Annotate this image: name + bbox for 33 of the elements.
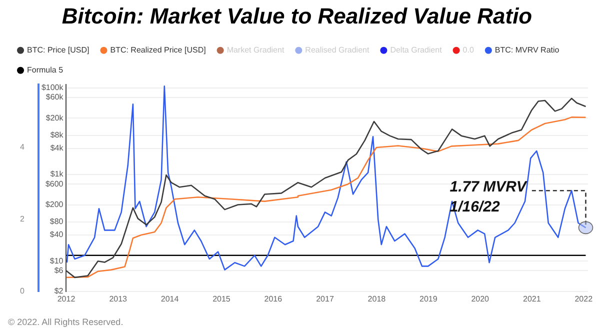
y-tick-label: 0	[20, 286, 25, 296]
legend-label: BTC: Price [USD]	[27, 46, 90, 55]
x-tick-label: 2018	[368, 294, 386, 304]
y2-tick-label: $8k	[50, 130, 64, 140]
y2-tick-label: $80	[50, 217, 64, 226]
legend-label: BTC: Realized Price [USD]	[110, 46, 206, 55]
y2-tick-label: $1k	[50, 170, 64, 179]
y2-tick-label: $600	[45, 179, 64, 188]
y2-tick-label: $60k	[46, 92, 64, 102]
x-tick-label: 2019	[419, 294, 438, 304]
y2-tick-label: $100k	[41, 83, 64, 92]
y2-tick-label: $6	[54, 266, 64, 275]
legend-label: Formula 5	[27, 66, 64, 75]
y2-tick-label: $2	[54, 286, 64, 296]
y2-tick-label: $4k	[50, 144, 64, 153]
y-tick-label: 4	[20, 142, 25, 152]
legend-label: BTC: MVRV Ratio	[494, 46, 560, 55]
y2-tick-label: $200	[45, 200, 64, 209]
y-tick-label: 2	[20, 214, 25, 224]
x-tick-label: 2022	[574, 294, 594, 304]
x-tick-label: 2012	[57, 294, 76, 304]
x-tick-label: 2017	[316, 294, 334, 304]
x-tick-label: 2015	[212, 294, 231, 304]
chart-title: Bitcoin: Market Value to Realized Value Ratio	[62, 3, 532, 28]
x-tick-label: 2016	[264, 294, 283, 304]
y2-tick-label: $20k	[46, 113, 64, 122]
x-tick-label: 2014	[160, 294, 180, 304]
x-tick-label: 2021	[523, 294, 542, 304]
x-tick-label: 2020	[471, 294, 490, 304]
y2-tick-label: $40	[50, 230, 64, 240]
y2-tick-label: $10	[50, 256, 64, 266]
text: © 2022. All Rights Reserved.	[8, 316, 124, 327]
x-tick-label: 2013	[109, 294, 128, 304]
